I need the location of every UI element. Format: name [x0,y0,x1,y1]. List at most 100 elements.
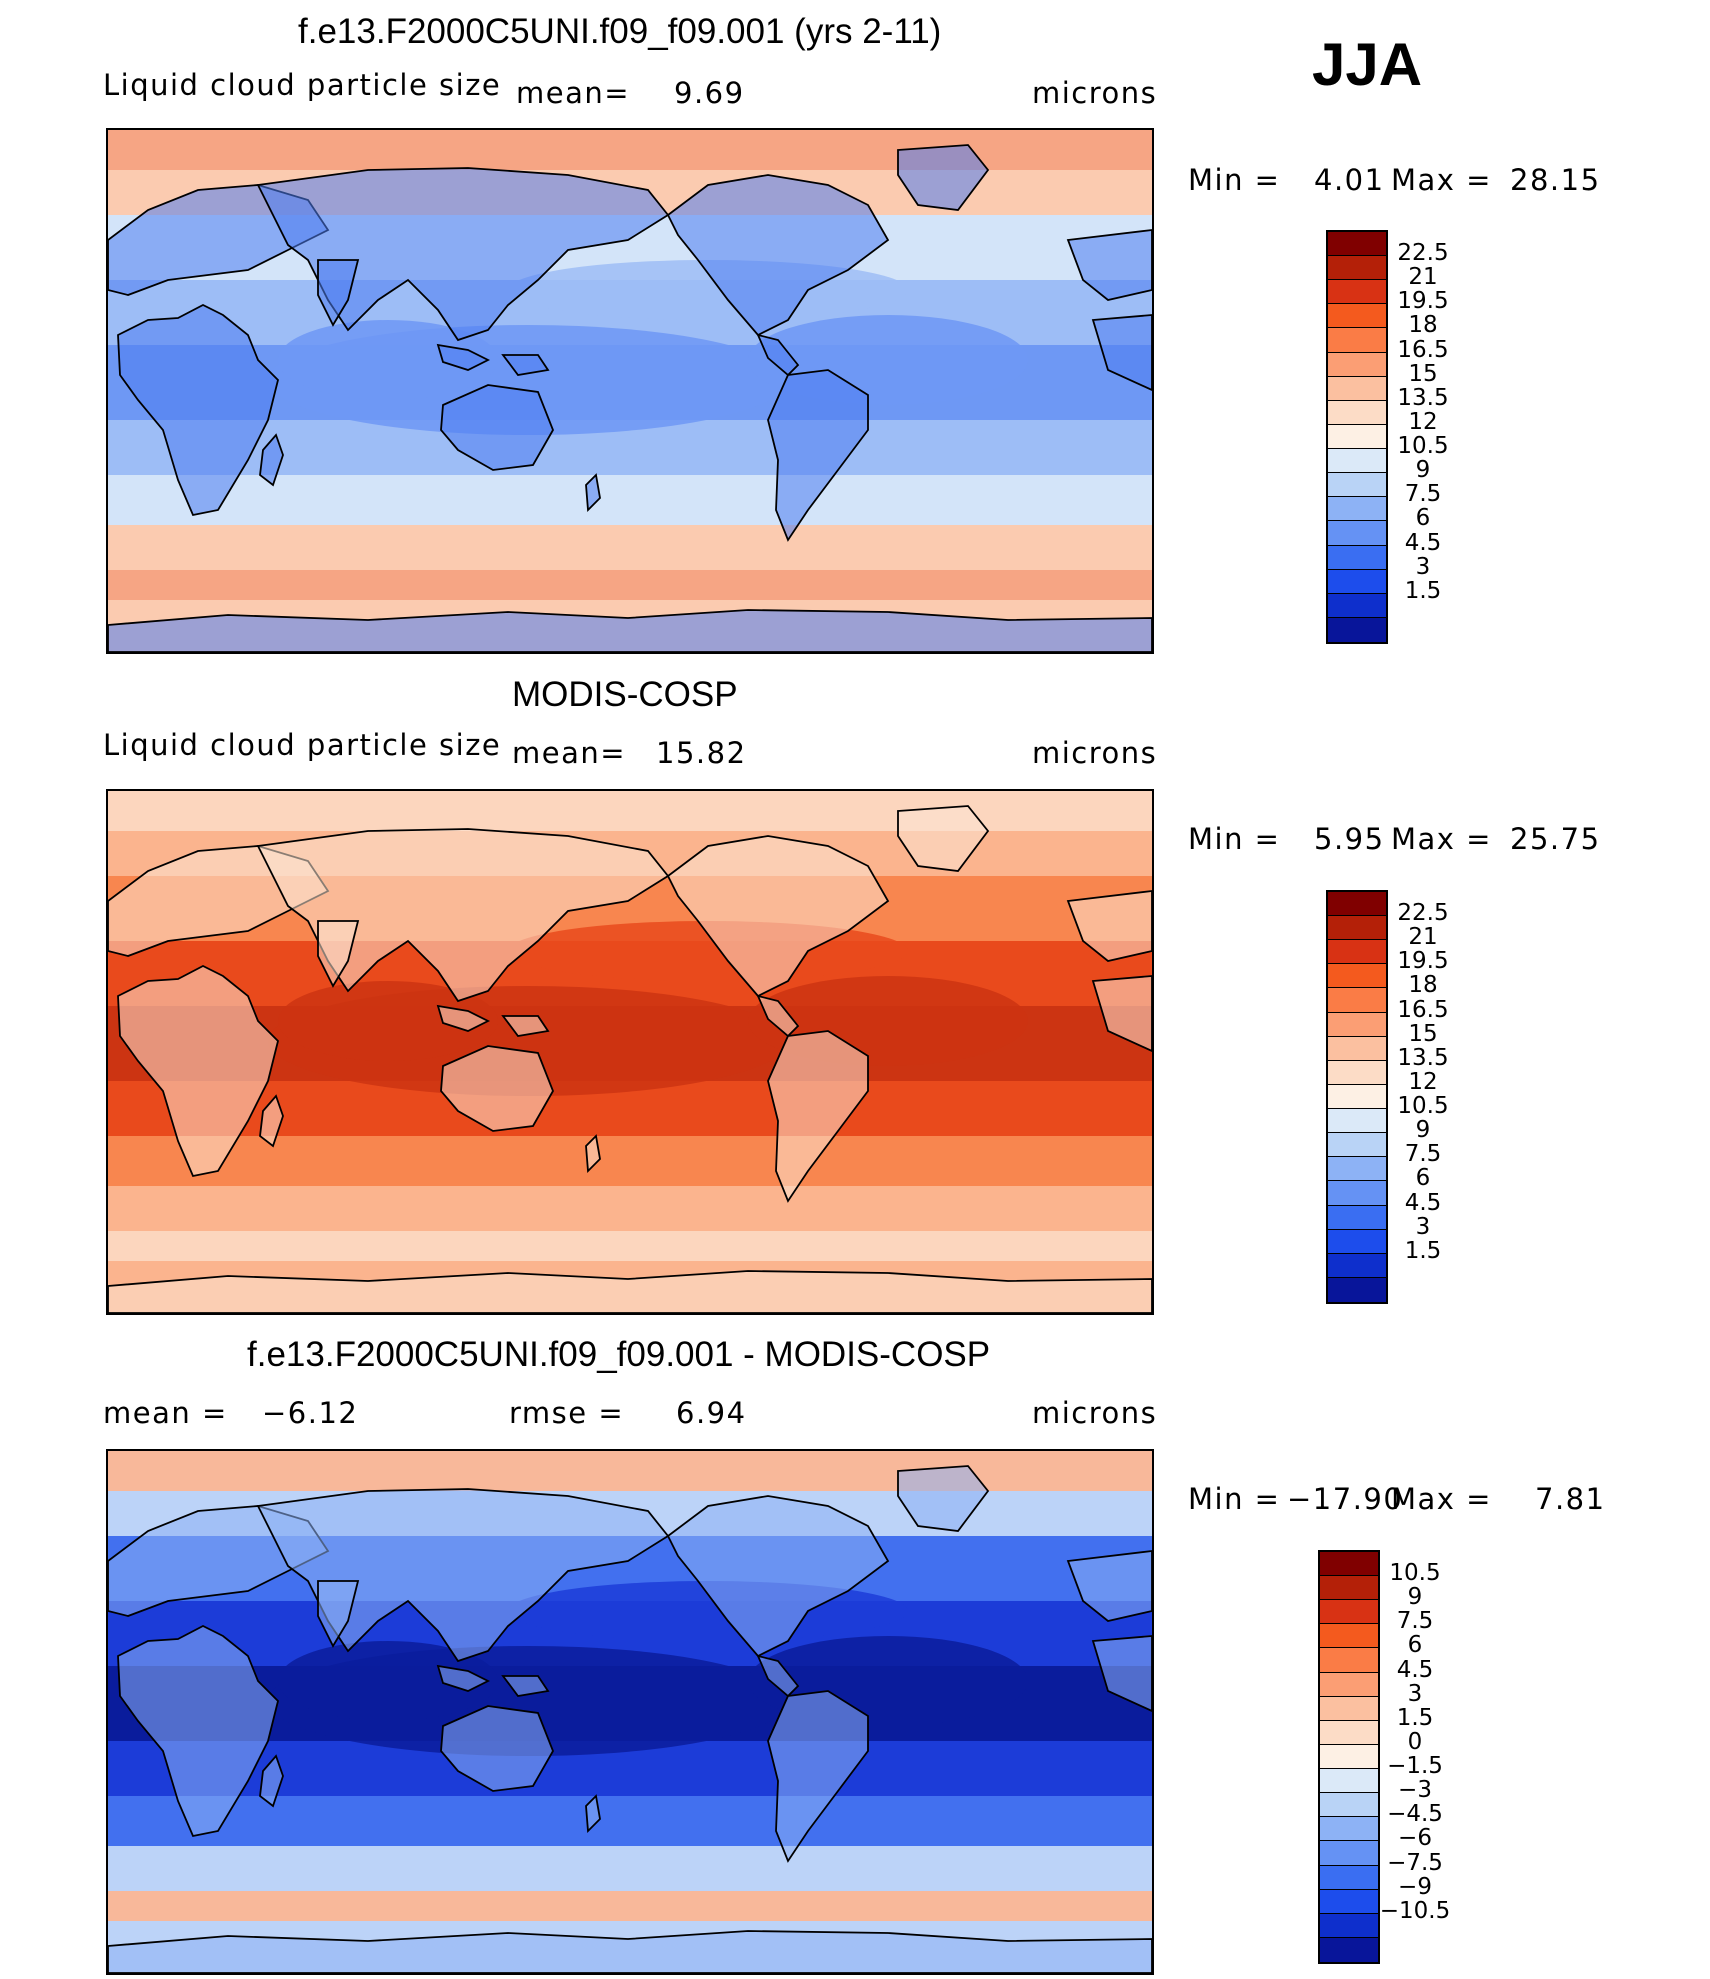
colorbar-segment [1328,449,1386,474]
panel-2-max-label: Max = [1391,822,1492,856]
colorbar-tick-label: 12 [1408,408,1438,435]
panel-3-rmse-value: 6.94 [676,1396,747,1430]
panel-1-mean-label: mean= [516,76,631,110]
coastline [108,609,1152,652]
colorbar-segment [1328,352,1386,377]
colorbar-tick-label: 19.5 [1397,948,1449,975]
colorbar-segment [1328,940,1386,965]
colorbar-segment [1328,1109,1386,1134]
colorbar-segment [1328,1277,1386,1302]
coastline [436,343,491,371]
coastline [1066,229,1152,301]
coastline [666,174,890,337]
colorbar-segment [1328,1253,1386,1278]
panel-3-max-label: Max = [1391,1482,1492,1516]
colorbar-segment [1320,1817,1378,1842]
coastline [1066,1550,1152,1622]
colorbar-tick-label: 9 [1407,1584,1423,1611]
colorbar-segment [1320,1720,1378,1745]
colorbar-segment [1328,424,1386,450]
panel-3-colorbar [1318,1550,1380,1964]
colorbar-segment [1328,1205,1386,1230]
colorbar-segment [1328,256,1386,281]
panel-1-mean-value: 9.69 [674,76,745,110]
coastline [501,1015,550,1037]
colorbar-tick-label: −6 [1398,1825,1432,1852]
colorbar-segment [1320,1672,1378,1697]
colorbar-tick-label: −3 [1398,1777,1432,1804]
coastline [259,1754,284,1808]
colorbar-segment [1328,376,1386,401]
field-band [108,1186,1152,1231]
coastline [897,144,990,211]
colorbar-segment [1320,1769,1378,1794]
panel-2-variable-label: Liquid cloud particle size [103,728,502,762]
colorbar-segment [1320,1576,1378,1601]
coastline [1091,314,1152,391]
colorbar-segment [1328,1133,1386,1158]
colorbar-tick-label: 10.5 [1397,433,1449,460]
colorbar-segment [1320,1648,1378,1673]
colorbar-tick-label: 12 [1408,1068,1438,1095]
coastline [436,1004,491,1032]
colorbar-tick-label: 15 [1408,1020,1438,1047]
colorbar-segment [1328,521,1386,546]
panel-3-title: f.e13.F2000C5UNI.f09_f09.001 - MODIS-COS… [247,1335,991,1374]
coastline [259,1094,284,1148]
panel-1-title: f.e13.F2000C5UNI.f09_f09.001 (yrs 2-11) [298,12,942,51]
colorbar-tick-label: 7.5 [1404,481,1442,508]
colorbar-segment [1328,400,1386,425]
panel-2-map [106,789,1154,1315]
colorbar-tick-label: 18 [1408,312,1438,339]
panel-2-min-label: Min = [1188,822,1281,856]
coastline [501,354,550,376]
colorbar-tick-label: 1.5 [1396,1704,1434,1731]
colorbar-tick-label: 7.5 [1396,1608,1434,1635]
panel-3-max-value: 7.81 [1535,1482,1606,1516]
coastline [585,1134,601,1174]
coastline [108,1270,1152,1313]
coastline [317,259,360,327]
panel-2-title: MODIS-COSP [512,675,738,714]
colorbar-segment [1328,617,1386,642]
colorbar-tick-label: 7.5 [1404,1141,1442,1168]
colorbar-segment [1328,304,1386,329]
coastline [501,1675,550,1697]
panel-1-min-label: Min = [1188,163,1281,197]
colorbar-segment [1328,1012,1386,1037]
colorbar-tick-label: 21 [1408,924,1438,951]
colorbar-segment [1328,328,1386,353]
field-band [108,1846,1152,1891]
colorbar-segment [1328,1060,1386,1085]
panel-2-min-value: 5.95 [1314,822,1385,856]
colorbar-tick-label: 3 [1415,553,1431,580]
colorbar-tick-label: 3 [1415,1213,1431,1240]
panel-1-max-value: 28.15 [1510,163,1601,197]
colorbar-segment [1320,1600,1378,1625]
coastline [897,1465,990,1532]
coastline [767,1690,869,1863]
colorbar-tick-label: 15 [1408,360,1438,387]
colorbar-tick-label: 22.5 [1397,900,1449,927]
colorbar-tick-label: 10.5 [1389,1560,1441,1587]
colorbar-segment [1328,497,1386,522]
colorbar-segment [1328,232,1386,257]
panel-1-variable-label: Liquid cloud particle size [103,68,502,102]
coastline [440,1045,554,1132]
coastline [897,805,990,872]
coastline [756,994,800,1038]
coastline [436,1664,491,1692]
colorbar-tick-label: 13.5 [1397,1044,1449,1071]
colorbar-tick-label: −7.5 [1387,1849,1443,1876]
colorbar-segment [1328,569,1386,594]
colorbar-segment [1328,280,1386,305]
colorbar-segment [1328,1229,1386,1254]
season-label: JJA [1312,31,1423,98]
panel-3-mean-label: mean = [103,1396,228,1430]
colorbar-tick-label: 3 [1407,1680,1423,1707]
coastline [1066,890,1152,962]
coastline [440,384,554,471]
colorbar-segment [1328,1084,1386,1110]
panel-3-units: microns [1032,1396,1158,1430]
field-band [108,1136,1152,1186]
